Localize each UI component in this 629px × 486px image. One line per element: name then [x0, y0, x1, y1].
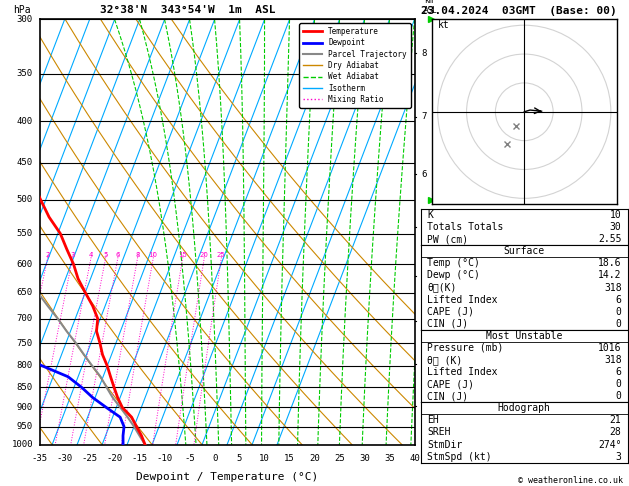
Text: © weatheronline.co.uk: © weatheronline.co.uk — [518, 476, 623, 485]
Text: 350: 350 — [17, 69, 33, 78]
Text: PW (cm): PW (cm) — [427, 234, 468, 244]
Text: 10: 10 — [610, 210, 621, 220]
Text: 18.6: 18.6 — [598, 259, 621, 268]
Text: 300: 300 — [17, 15, 33, 24]
Text: 40: 40 — [409, 454, 420, 463]
Text: -20: -20 — [106, 454, 123, 463]
Text: Lifted Index: Lifted Index — [427, 295, 498, 305]
Text: 20: 20 — [309, 454, 320, 463]
Text: 1000: 1000 — [11, 440, 33, 449]
Text: 750: 750 — [17, 339, 33, 347]
Text: 318: 318 — [604, 355, 621, 365]
Text: 6: 6 — [116, 252, 120, 259]
Text: 21: 21 — [610, 416, 621, 425]
Text: Hodograph: Hodograph — [498, 403, 551, 413]
Text: 6: 6 — [616, 367, 621, 377]
Legend: Temperature, Dewpoint, Parcel Trajectory, Dry Adiabat, Wet Adiabat, Isotherm, Mi: Temperature, Dewpoint, Parcel Trajectory… — [299, 23, 411, 107]
Text: EH: EH — [427, 416, 439, 425]
Text: -10: -10 — [157, 454, 172, 463]
Text: 1016: 1016 — [598, 343, 621, 353]
Text: -5: -5 — [184, 454, 195, 463]
Text: CIN (J): CIN (J) — [427, 391, 468, 401]
Text: 6: 6 — [421, 170, 426, 179]
Text: 6: 6 — [616, 295, 621, 305]
Text: CIN (J): CIN (J) — [427, 319, 468, 329]
Text: Dewp (°C): Dewp (°C) — [427, 270, 480, 280]
Text: 5: 5 — [421, 223, 426, 231]
Text: 500: 500 — [17, 195, 33, 205]
Text: kt: kt — [438, 20, 450, 30]
Text: 1: 1 — [5, 252, 9, 259]
Text: -30: -30 — [57, 454, 73, 463]
Text: 950: 950 — [17, 422, 33, 431]
Text: 10: 10 — [148, 252, 158, 259]
Text: 25: 25 — [217, 252, 226, 259]
Text: Most Unstable: Most Unstable — [486, 331, 562, 341]
Text: 2: 2 — [421, 359, 426, 368]
Text: 15: 15 — [284, 454, 295, 463]
Text: 30: 30 — [610, 222, 621, 232]
Text: θᴇ (K): θᴇ (K) — [427, 355, 462, 365]
Text: 0: 0 — [616, 319, 621, 329]
Text: -25: -25 — [82, 454, 97, 463]
Text: Dewpoint / Temperature (°C): Dewpoint / Temperature (°C) — [136, 472, 318, 482]
Text: 7: 7 — [421, 112, 426, 121]
Text: -35: -35 — [31, 454, 48, 463]
Text: 400: 400 — [17, 117, 33, 125]
Text: 700: 700 — [17, 314, 33, 323]
Text: θᴇ(K): θᴇ(K) — [427, 282, 457, 293]
Text: 5: 5 — [103, 252, 108, 259]
Text: 0: 0 — [616, 391, 621, 401]
Text: 10: 10 — [259, 454, 270, 463]
Text: 2.55: 2.55 — [598, 234, 621, 244]
Text: 32°38'N  343°54'W  1m  ASL: 32°38'N 343°54'W 1m ASL — [99, 5, 275, 15]
Text: 850: 850 — [17, 383, 33, 392]
Text: Totals Totals: Totals Totals — [427, 222, 503, 232]
Text: 274°: 274° — [598, 439, 621, 450]
Text: Temp (°C): Temp (°C) — [427, 259, 480, 268]
Text: 30: 30 — [359, 454, 370, 463]
Text: Pressure (mb): Pressure (mb) — [427, 343, 503, 353]
Text: K: K — [427, 210, 433, 220]
Text: 550: 550 — [17, 229, 33, 238]
Text: 0: 0 — [616, 379, 621, 389]
Text: 1: 1 — [421, 401, 426, 410]
Text: LCL: LCL — [421, 427, 437, 435]
Text: 4: 4 — [89, 252, 93, 259]
Text: 3: 3 — [70, 252, 75, 259]
Text: 14.2: 14.2 — [598, 270, 621, 280]
Text: 800: 800 — [17, 362, 33, 370]
Text: StmDir: StmDir — [427, 439, 462, 450]
Text: 3: 3 — [421, 317, 426, 326]
Text: 23.04.2024  03GMT  (Base: 00): 23.04.2024 03GMT (Base: 00) — [421, 5, 616, 16]
Text: 450: 450 — [17, 158, 33, 167]
Text: 5: 5 — [237, 454, 242, 463]
Text: 35: 35 — [384, 454, 395, 463]
Text: 650: 650 — [17, 288, 33, 297]
Text: 25: 25 — [334, 454, 345, 463]
Text: SREH: SREH — [427, 428, 450, 437]
Text: 8: 8 — [421, 49, 426, 58]
Text: StmSpd (kt): StmSpd (kt) — [427, 451, 492, 462]
Text: hPa: hPa — [13, 5, 31, 15]
Text: 900: 900 — [17, 403, 33, 412]
Text: 600: 600 — [17, 260, 33, 269]
Text: Lifted Index: Lifted Index — [427, 367, 498, 377]
Text: 15: 15 — [178, 252, 187, 259]
Text: 0: 0 — [212, 454, 217, 463]
Text: 20: 20 — [200, 252, 209, 259]
Text: 0: 0 — [616, 307, 621, 317]
Text: 2: 2 — [45, 252, 50, 259]
Text: 28: 28 — [610, 428, 621, 437]
Text: 8: 8 — [135, 252, 140, 259]
Text: 4: 4 — [421, 271, 426, 280]
Text: 318: 318 — [604, 282, 621, 293]
Text: km
ASL: km ASL — [424, 0, 438, 15]
Text: 3: 3 — [616, 451, 621, 462]
Text: CAPE (J): CAPE (J) — [427, 307, 474, 317]
Text: -15: -15 — [131, 454, 148, 463]
Text: CAPE (J): CAPE (J) — [427, 379, 474, 389]
Text: Surface: Surface — [504, 246, 545, 256]
